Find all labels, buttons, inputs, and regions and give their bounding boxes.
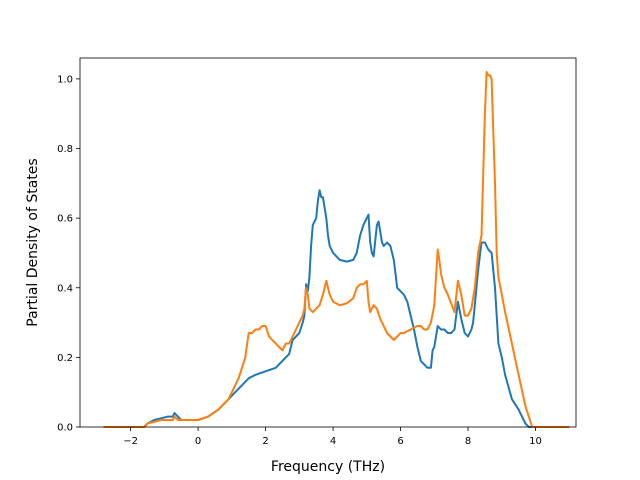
x-axis-ticks: −2 0 2 4 6 8 10 (123, 427, 542, 447)
series-group (103, 70, 570, 428)
axes-frame (79, 57, 577, 428)
y-tick-label: 0.6 (57, 214, 73, 225)
x-tick-label: 0 (195, 436, 201, 447)
x-tick-label: 6 (397, 436, 403, 447)
y-tick-label: 0.2 (57, 353, 73, 364)
y-tick-label: 0.8 (57, 144, 73, 155)
x-tick-label: 2 (262, 436, 268, 447)
y-tick-label: 0.0 (57, 423, 73, 434)
series-line-1 (103, 189, 570, 428)
series-line-2 (103, 70, 570, 428)
x-tick-label: 8 (465, 436, 471, 447)
y-tick-label: 0.4 (57, 283, 73, 294)
x-axis-label: Frequency (THz) (271, 459, 385, 475)
x-tick-label: −2 (123, 436, 138, 447)
y-tick-label: 1.0 (57, 74, 73, 85)
plot-area (79, 57, 577, 428)
x-tick-label: 10 (529, 436, 542, 447)
y-axis-ticks: 0.0 0.2 0.4 0.6 0.8 1.0 (57, 74, 80, 434)
x-tick-label: 4 (330, 436, 336, 447)
y-axis-label: Partial Density of States (25, 158, 41, 326)
